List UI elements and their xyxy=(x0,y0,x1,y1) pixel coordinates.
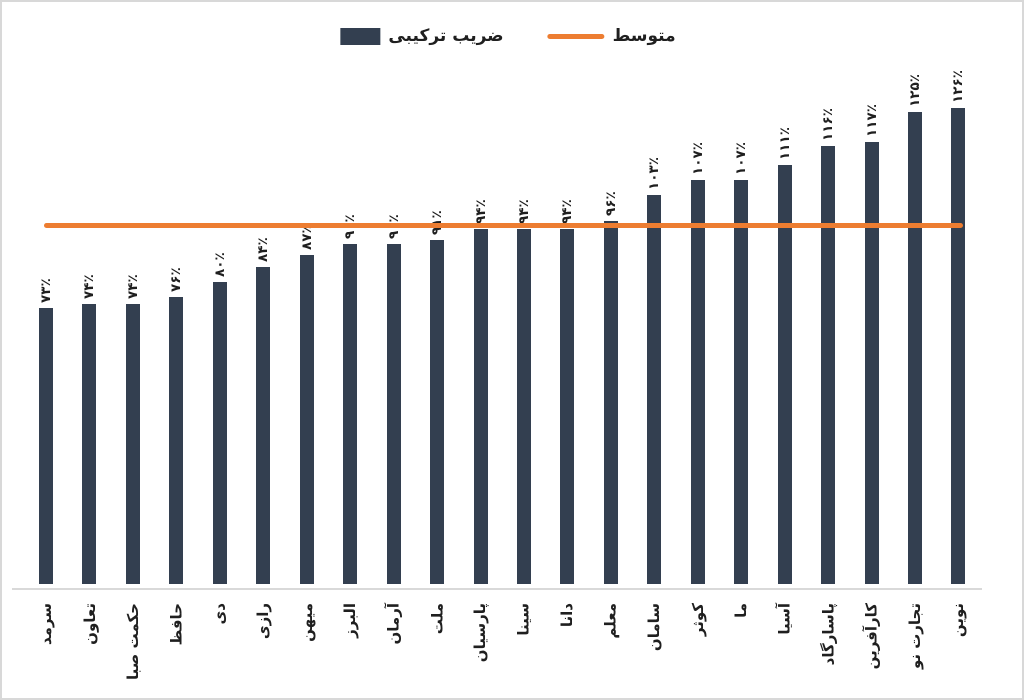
average-legend-label: متوسط xyxy=(612,26,676,46)
bar-column: ۹۶٪ معلم xyxy=(589,2,632,698)
bar-value-label: ۹۴٪ xyxy=(472,199,489,224)
bar-value-label: ۷۴٪ xyxy=(124,274,141,300)
bar-value-label: ۷۳٪ xyxy=(38,278,55,304)
bar xyxy=(821,145,836,584)
bar xyxy=(603,221,618,584)
category-label: معلم xyxy=(601,603,620,639)
category-label: آرمان xyxy=(384,603,403,645)
bar-value-label: ۸۰٪ xyxy=(211,252,228,277)
bar xyxy=(908,111,923,584)
bar xyxy=(256,266,271,584)
bar-column: ۹۱٪ملت xyxy=(415,2,458,698)
bar-value-label: ۱۲۶٪ xyxy=(950,70,967,103)
x-axis-line xyxy=(12,588,982,590)
category-label: البرز xyxy=(341,603,360,638)
category-label: سامان xyxy=(645,603,664,652)
bar xyxy=(473,228,488,584)
bar-column: ۸۴٪ رازی xyxy=(242,2,285,698)
bar-value-label: ۹۶٪ xyxy=(602,191,619,217)
bar-value-label: ۱۱۶٪ xyxy=(820,107,837,141)
bar-column: ۱۰۳٪ سامان xyxy=(633,2,676,698)
category-label: ملت xyxy=(428,603,447,635)
average-line-icon xyxy=(547,33,605,39)
bar xyxy=(777,164,792,584)
category-label: پاسارگاد xyxy=(819,603,838,666)
series-swatch-icon xyxy=(340,27,381,45)
bar-value-label: ۷۶٪ xyxy=(168,267,185,292)
category-label: آسیا xyxy=(775,603,794,635)
bar xyxy=(647,194,662,584)
bar-value-label: ۹۴٪ xyxy=(559,199,576,224)
bar-value-label: ۷۴٪ xyxy=(81,274,98,300)
bar xyxy=(690,179,705,584)
bar-value-label: ۱۱۷٪ xyxy=(863,104,880,137)
bar-column: ۹۰٪آرمان xyxy=(372,2,415,698)
bar-value-label: ۹۴٪ xyxy=(515,199,532,224)
category-label: کارآفرین xyxy=(862,603,881,670)
bar-column: ۱۰۷٪ ما xyxy=(720,2,763,698)
category-label: تعاون xyxy=(80,603,99,645)
bar xyxy=(82,304,97,584)
bar-value-label: ۱۱۱٪ xyxy=(776,126,793,160)
bar-column: ۹۰٪البرز xyxy=(328,2,371,698)
category-label: تجارت نو xyxy=(906,603,925,670)
bar-column: ۷۳٪ سرمد xyxy=(24,2,67,698)
category-label: کوثر xyxy=(688,603,707,637)
bar xyxy=(734,179,749,584)
bar-column: ۷۴٪ حکمت صبا xyxy=(111,2,154,698)
category-label: سینا xyxy=(514,603,533,636)
bar-column: ۹۴٪ سینا xyxy=(502,2,545,698)
bar xyxy=(299,255,314,584)
bar xyxy=(169,296,184,584)
category-label: حافظ xyxy=(167,603,186,646)
bar xyxy=(430,240,445,584)
bar xyxy=(951,107,966,584)
chart-legend: ضریب ترکیبی متوسط xyxy=(340,26,683,46)
category-label: پارسیان xyxy=(471,603,490,663)
bar-value-label: ۱۰۷٪ xyxy=(733,141,750,175)
category-label: سرمد xyxy=(37,603,56,646)
category-label: رازی xyxy=(254,603,273,640)
category-label: دانا xyxy=(558,603,577,628)
category-label: حکمت صبا xyxy=(123,603,142,680)
category-label: ما xyxy=(732,603,751,618)
series-legend-label: ضریب ترکیبی xyxy=(388,26,504,46)
bar-value-label: ۸۴٪ xyxy=(255,236,272,262)
bar-value-label: ۸۷٪ xyxy=(298,225,315,251)
bar xyxy=(516,228,531,584)
bar xyxy=(386,243,401,584)
bar xyxy=(212,281,227,584)
bar-column: ۷۶٪ حافظ xyxy=(155,2,198,698)
bar-column: ۸۷٪ میهن xyxy=(285,2,328,698)
bar-value-label: ۱۰۷٪ xyxy=(689,141,706,175)
bar-column: ۹۴٪ پارسیان xyxy=(459,2,502,698)
average-line xyxy=(44,223,963,228)
bar xyxy=(39,308,54,584)
bar-value-label: ۱۰۳٪ xyxy=(646,156,663,190)
bar xyxy=(125,304,140,584)
bar-column: ۹۴٪ دانا xyxy=(546,2,589,698)
bar-column: ۷۴٪ تعاون xyxy=(68,2,111,698)
bar-column: ۱۱۷٪ کارآفرین xyxy=(850,2,893,698)
bar xyxy=(343,243,358,584)
bar xyxy=(560,228,575,584)
bar-column: ۱۲۶٪ نوین xyxy=(937,2,980,698)
bar-column: ۱۲۵٪ تجارت نو xyxy=(893,2,936,698)
bar-column: ۱۱۶٪ پاسارگاد xyxy=(806,2,849,698)
bar xyxy=(864,141,879,584)
bar-column: ۸۰٪ دی xyxy=(198,2,241,698)
category-label: میهن xyxy=(297,603,316,642)
bar-value-label: ۱۲۵٪ xyxy=(907,73,924,107)
category-label: دی xyxy=(210,603,229,625)
bar-column: ۱۱۱٪ آسیا xyxy=(763,2,806,698)
bar-column: ۱۰۷٪ کوثر xyxy=(676,2,719,698)
category-label: نوین xyxy=(949,603,968,638)
